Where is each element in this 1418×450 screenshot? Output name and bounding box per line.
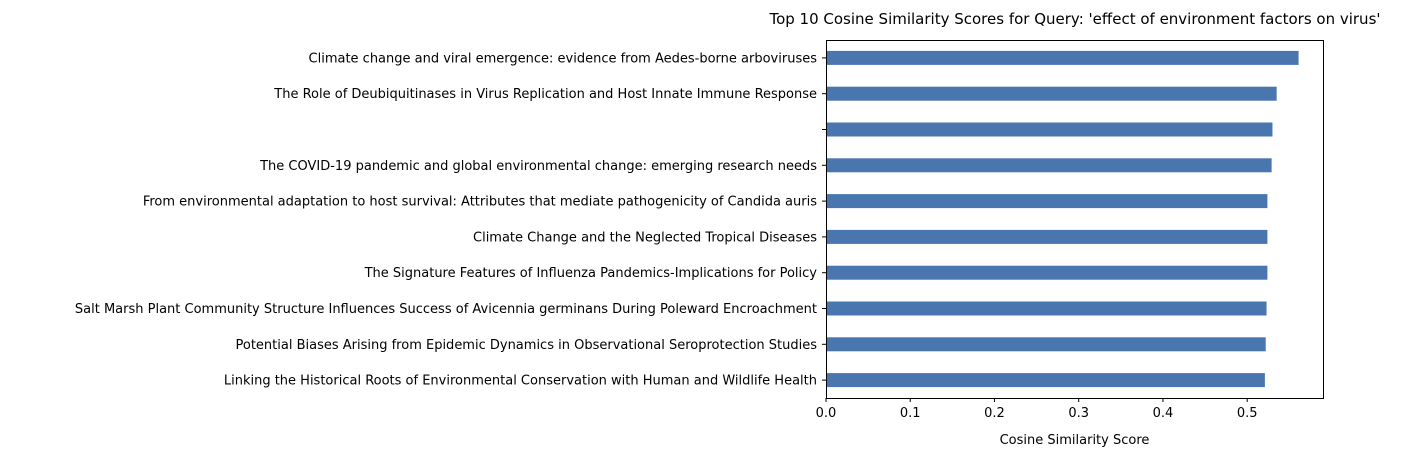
category-label: Climate change and viral emergence: evid… xyxy=(309,51,818,66)
category-label: The Role of Deubiquitinases in Virus Rep… xyxy=(273,87,817,102)
bar xyxy=(826,122,1273,137)
category-label: Potential Biases Arising from Epidemic D… xyxy=(235,338,817,353)
bar xyxy=(826,158,1272,173)
category-label: Climate Change and the Neglected Tropica… xyxy=(473,230,817,245)
category-label: Salt Marsh Plant Community Structure Inf… xyxy=(75,302,817,317)
category-label: The Signature Features of Influenza Pand… xyxy=(364,266,818,281)
bar xyxy=(826,229,1268,244)
plot-frame xyxy=(826,40,1324,399)
bar xyxy=(826,373,1265,388)
category-label: Linking the Historical Roots of Environm… xyxy=(224,374,817,389)
x-axis-label: Cosine Similarity Score xyxy=(1000,433,1150,448)
x-tick-label: 0.1 xyxy=(900,406,921,421)
bar xyxy=(826,194,1268,209)
bar xyxy=(826,337,1266,352)
category-label: From environmental adaptation to host su… xyxy=(143,195,817,210)
x-tick-label: 0.5 xyxy=(1237,406,1258,421)
x-tick-label: 0.4 xyxy=(1153,406,1174,421)
bar xyxy=(826,301,1267,316)
bar xyxy=(826,50,1299,65)
x-axis-ticks: 0.0 0.1 0.2 0.3 0.4 0.5 xyxy=(816,398,1258,421)
bar xyxy=(826,86,1277,101)
bars xyxy=(826,50,1299,388)
x-tick-label: 0.3 xyxy=(1068,406,1089,421)
bar xyxy=(826,265,1268,280)
category-label: The COVID-19 pandemic and global environ… xyxy=(259,159,817,174)
category-labels: Climate change and viral emergence: evid… xyxy=(75,51,826,389)
chart-title: Top 10 Cosine Similarity Scores for Quer… xyxy=(768,10,1380,28)
x-tick-label: 0.2 xyxy=(984,406,1005,421)
x-tick-label: 0.0 xyxy=(816,406,837,421)
